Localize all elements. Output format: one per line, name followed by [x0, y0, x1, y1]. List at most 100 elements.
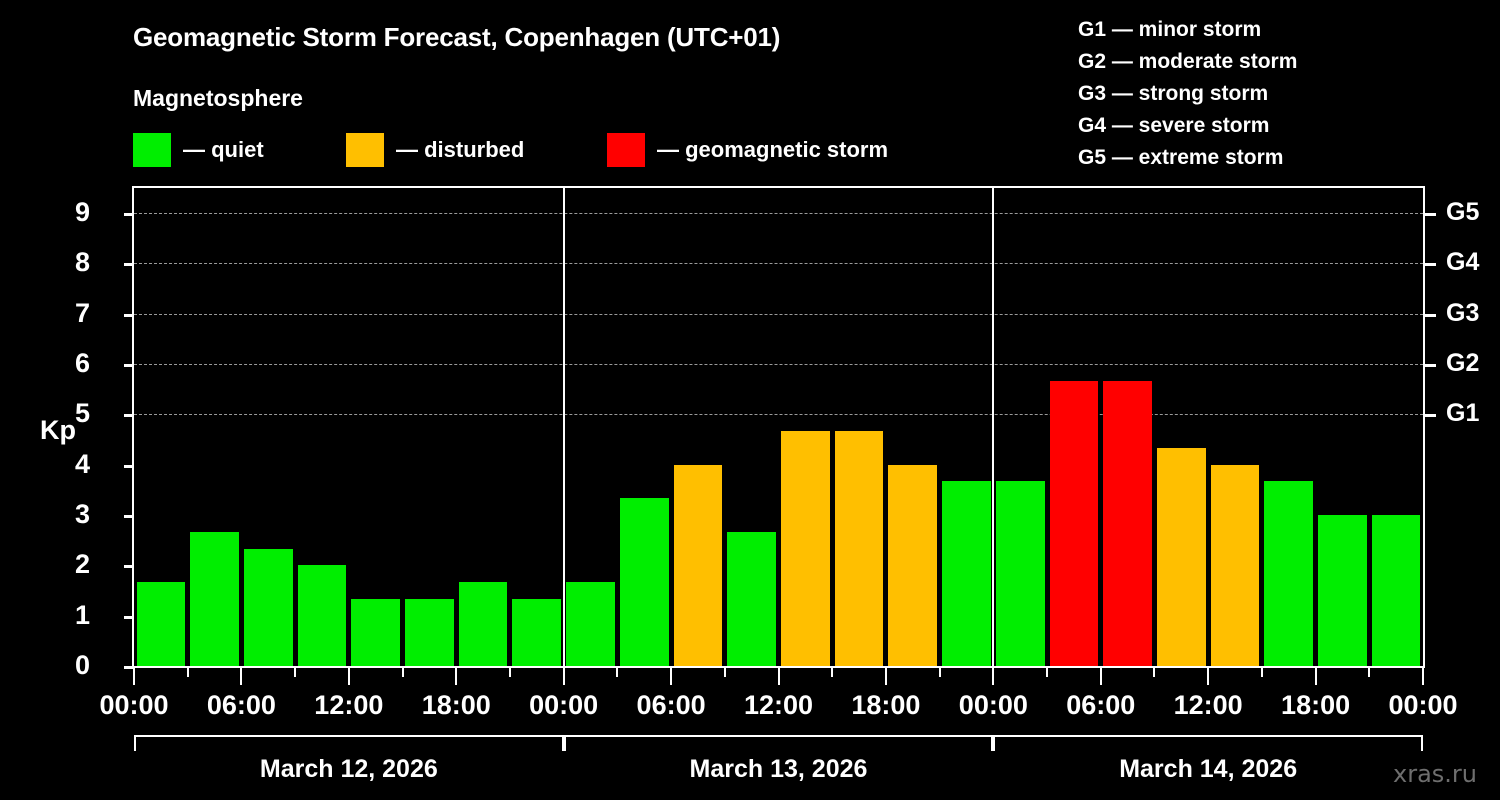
g-tick-label-g5: G5: [1446, 198, 1480, 227]
x-tick-major: [777, 668, 780, 685]
y-tick-mark-7: [124, 313, 134, 317]
g-tick-label-g1: G1: [1446, 399, 1480, 428]
x-tick-major: [1314, 668, 1317, 685]
day-label-3: March 14, 2026: [1119, 755, 1298, 783]
day-bracket-3: [993, 735, 1423, 751]
x-tick-label: 00:00: [99, 690, 169, 720]
bar: [351, 599, 401, 666]
bar: [834, 431, 884, 666]
plot-inner: [134, 188, 1423, 666]
bar: [781, 431, 830, 666]
bar: [619, 498, 669, 666]
bar: [512, 599, 562, 666]
x-tick-minor: [723, 668, 726, 677]
bar: [297, 565, 347, 666]
g-legend-row-g4: G4 — severe storm: [1078, 114, 1270, 137]
x-tick-minor: [1153, 668, 1156, 677]
x-axis: 00:00 06:00 12:00 18:00 00:00 06:00 12:00 18:00…: [99, 668, 1458, 728]
bar: [1210, 464, 1260, 666]
y-tick-label-8: 8: [74, 247, 90, 278]
day-label-2: March 13, 2026: [689, 755, 868, 783]
x-tick-label: 12:00: [1173, 690, 1243, 720]
plot-area: [132, 186, 1425, 668]
x-tick-label: 06:00: [1066, 690, 1136, 720]
day-bracket-1: [134, 735, 564, 751]
gridline-kp-5: [134, 414, 1423, 416]
gridline-kp-9: [134, 213, 1423, 215]
x-tick-major: [562, 668, 565, 685]
x-tick-major: [992, 668, 995, 685]
x-tick-minor: [401, 668, 404, 677]
legend-swatch-disturbed: [346, 133, 384, 167]
legend-swatch-quiet: [133, 133, 171, 167]
y-tick-label-7: 7: [74, 297, 90, 328]
watermark: xras.ru: [1393, 760, 1477, 788]
legend-label-storm: — geomagnetic storm: [657, 137, 889, 162]
legend-entry-quiet: — quiet: [133, 133, 264, 167]
y-tick-label-1: 1: [74, 599, 90, 630]
x-tick-minor: [294, 668, 297, 677]
x-tick-major: [884, 668, 887, 685]
day-divider-1: [562, 188, 565, 666]
y-tick-label-9: 9: [74, 197, 90, 228]
x-tick-major: [1422, 668, 1424, 685]
x-tick-minor: [831, 668, 834, 677]
y-tick-label-0: 0: [74, 650, 90, 680]
x-tick-minor: [1368, 668, 1371, 677]
bar: [995, 481, 1045, 666]
bar: [1049, 380, 1099, 666]
g-tick-label-g4: G4: [1446, 248, 1480, 277]
g-legend-row-g2: G2 — moderate storm: [1078, 50, 1298, 73]
x-tick-major: [455, 668, 458, 685]
bar: [888, 464, 938, 666]
x-tick-minor: [186, 668, 189, 677]
legend-label-quiet: — quiet: [183, 137, 264, 162]
x-tick-minor: [1046, 668, 1049, 677]
bar: [566, 581, 615, 666]
g-scale-legend: G1 — minor storm G2 — moderate storm G3 — …: [1078, 14, 1297, 174]
bar: [136, 581, 186, 666]
bar: [190, 531, 239, 666]
y-axis-label: Kp: [40, 415, 76, 445]
page-title: Geomagnetic Storm Forecast, Copenhagen (…: [133, 22, 781, 52]
x-tick-minor: [1260, 668, 1263, 677]
magnetosphere-label: Magnetosphere: [133, 85, 303, 111]
x-tick-label: 18:00: [851, 690, 921, 720]
bar: [243, 548, 293, 666]
g-legend-row-g1: G1 — minor storm: [1078, 18, 1262, 41]
x-tick-major: [1099, 668, 1102, 685]
x-tick-major: [240, 668, 243, 685]
y-tick-mark-4: [124, 464, 134, 468]
day-bracket-2: [563, 735, 994, 751]
legend-label-disturbed: — disturbed: [396, 137, 525, 162]
bar: [458, 581, 508, 666]
x-tick-minor: [616, 668, 619, 677]
g-tick-mark-g4: [1425, 263, 1436, 267]
y-tick-label-4: 4: [74, 448, 90, 479]
x-tick-label: 00:00: [1388, 690, 1458, 720]
bar: [1264, 481, 1314, 666]
y-tick-mark-2: [124, 565, 134, 569]
g-legend-row-g3: G3 — strong storm: [1078, 82, 1269, 105]
y-tick-mark-1: [124, 615, 134, 619]
bar: [727, 531, 776, 666]
legend-swatch-storm: [607, 133, 645, 167]
x-tick-label: 18:00: [1281, 690, 1351, 720]
y-tick-label-6: 6: [74, 348, 90, 379]
g-tick-mark-g2: [1425, 364, 1436, 368]
day-brackets: March 12, 2026 March 13, 2026 March 14, 20…: [132, 735, 1425, 795]
gridline-kp-7: [134, 313, 1423, 315]
x-tick-label: 06:00: [206, 690, 276, 720]
bar: [942, 481, 991, 666]
x-tick-label: 12:00: [743, 690, 814, 720]
bars-layer: [134, 188, 1423, 666]
bar: [405, 599, 454, 666]
y-tick-mark-5: [124, 414, 134, 418]
gridline-kp-6: [134, 364, 1423, 366]
g-tick-label-g2: G2: [1446, 349, 1480, 378]
day-label-1: March 12, 2026: [259, 755, 438, 783]
y-tick-mark-8: [124, 263, 134, 267]
y-tick-mark-3: [124, 515, 134, 519]
legend-entry-storm: — geomagnetic storm: [607, 133, 888, 167]
bar: [1156, 448, 1206, 666]
